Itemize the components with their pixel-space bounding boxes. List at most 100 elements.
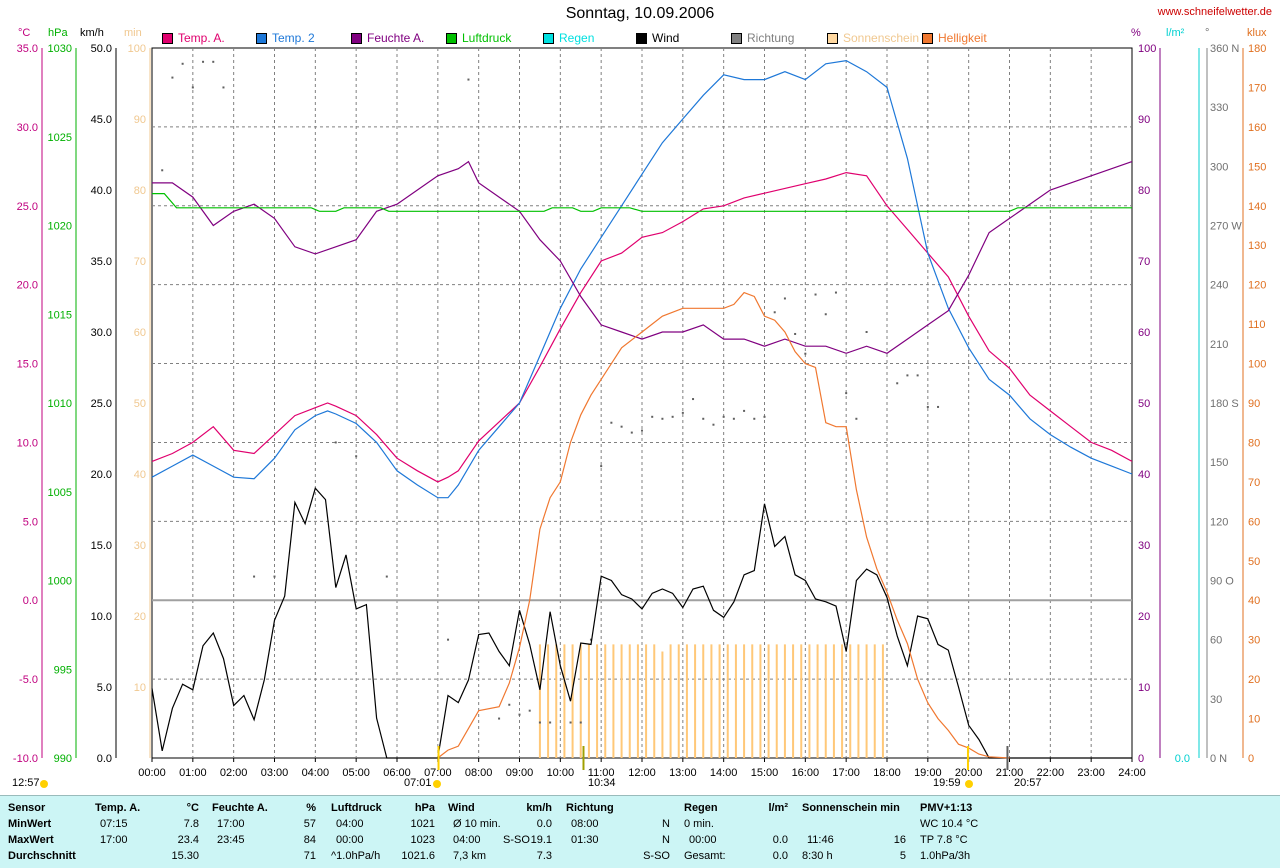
direction-point — [814, 293, 817, 296]
stats-cell: 07:15 — [100, 818, 128, 830]
stats-cell: 5 — [899, 850, 906, 862]
direction-point — [447, 638, 450, 641]
humidity-tick-label: 90 — [1138, 114, 1150, 126]
humidity-tick-label: 10 — [1138, 682, 1150, 694]
stats-cell: 7.8 — [183, 818, 199, 830]
brightness-tick-label: 50 — [1248, 556, 1260, 568]
x-tick-label: 23:00 — [1077, 767, 1105, 779]
sunshine-tick-label: 100 — [128, 43, 146, 55]
wind-tick-label: 50.0 — [91, 43, 112, 55]
direction-tick-label: 90 O — [1210, 576, 1234, 588]
legend-item: Luftdruck — [446, 31, 511, 45]
stats-humidity-unit: % — [306, 802, 316, 814]
rain-tick-label: 0.0 — [1175, 753, 1190, 765]
wind-tick-label: 5.0 — [97, 682, 112, 694]
x-tick-label: 16:00 — [792, 767, 820, 779]
sunshine-tick-label: 50 — [134, 398, 146, 410]
direction-point — [641, 429, 643, 432]
direction-point — [865, 331, 868, 333]
moon-time-label: 12:57 — [12, 777, 40, 789]
x-tick-label: 08:00 — [465, 767, 493, 779]
temp-tick-label: 25.0 — [17, 201, 38, 213]
x-tick-label: 06:00 — [383, 767, 411, 779]
pressure-tick-label: 995 — [54, 664, 72, 676]
stats-cell: 17:00 — [217, 818, 245, 830]
series-line-temp-2 — [151, 59, 1133, 499]
stats-cell: WC 10.4 °C — [920, 818, 979, 830]
moon-icon — [40, 780, 48, 788]
stats-cell: TP 7.8 °C — [920, 834, 968, 846]
stats-cell: 1021 — [410, 818, 435, 830]
stats-cell: 23.4 — [177, 834, 199, 846]
direction-point — [222, 86, 225, 89]
direction-point — [579, 721, 582, 724]
sunshine-tick-label: 90 — [134, 114, 146, 126]
direction-point — [212, 60, 215, 63]
legend-swatch — [256, 32, 267, 44]
wind-tick-label: 25.0 — [91, 398, 112, 410]
stats-cell: 08:00 — [571, 818, 599, 830]
humidity-tick-label: 50 — [1138, 398, 1150, 410]
brightness-tick-label: 40 — [1248, 595, 1260, 607]
brightness-tick-label: 130 — [1248, 240, 1266, 252]
stats-cell: 17:00 — [100, 834, 128, 846]
direction-point — [661, 417, 664, 420]
stats-cell: 7.3 — [536, 850, 552, 862]
sunshine-tick-label: 40 — [134, 469, 146, 481]
stats-cell: ^1.0hPa/h — [331, 850, 381, 862]
direction-point — [722, 415, 725, 418]
site-url-link[interactable]: www.schneifelwetter.de — [1157, 6, 1272, 18]
direction-point — [906, 374, 909, 377]
stats-direction-header: Richtung — [566, 802, 614, 814]
direction-point — [702, 417, 705, 420]
stats-direction-column: Richtung 08:00 N 01:30 N S-SO — [566, 796, 670, 868]
legend-item: Sonnenschein — [827, 31, 919, 45]
legend-item: Temp. 2 — [256, 31, 315, 45]
stats-cell: 23:45 — [217, 834, 245, 846]
stats-row-label: MaxWert — [8, 834, 54, 846]
stats-cell: 0 min. — [684, 818, 714, 830]
humidity-axis-unit: % — [1131, 27, 1141, 39]
brightness-tick-label: 10 — [1248, 714, 1260, 726]
pressure-tick-label: 1015 — [48, 309, 72, 321]
stats-cell: 1021.6 — [401, 850, 435, 862]
direction-axis-unit: ° — [1205, 27, 1210, 39]
stats-cell: 00:00 — [689, 834, 717, 846]
stats-cell: 16 — [893, 834, 906, 846]
stats-rain-column: Regen l/m² 0 min. 00:00 0.0 Gesamt: 0.0 — [684, 796, 788, 868]
series-line-luftdruck — [152, 193, 1132, 212]
x-tick-label: 09:00 — [506, 767, 534, 779]
x-tick-label: 17:00 — [832, 767, 860, 779]
brightness-tick-label: 70 — [1248, 477, 1260, 489]
legend-item: Feuchte A. — [351, 31, 424, 45]
stats-pressure-header: Luftdruck — [331, 802, 382, 814]
sunshine-tick-label: 80 — [134, 185, 146, 197]
stats-temp-unit: °C — [186, 802, 199, 814]
x-tick-label: 10:00 — [547, 767, 575, 779]
stats-cell: 01:30 — [571, 834, 599, 846]
stats-cell: 15.30 — [171, 850, 199, 862]
direction-point — [191, 86, 194, 89]
stats-cell: S-SO — [503, 834, 530, 846]
stats-humidity-header: Feuchte A. — [212, 802, 268, 814]
stats-cell: 00:00 — [336, 834, 364, 846]
direction-point — [896, 382, 899, 385]
solar-noon-time-label: 10:34 — [588, 777, 616, 789]
chart-title: Sonntag, 10.09.2006 — [565, 5, 715, 22]
temp-tick-label: 30.0 — [17, 122, 38, 134]
stats-cell: 84 — [303, 834, 316, 846]
legend-swatch — [446, 32, 457, 44]
brightness-tick-label: 150 — [1248, 161, 1266, 173]
pressure-axis-unit: hPa — [48, 27, 68, 39]
humidity-tick-label: 70 — [1138, 256, 1150, 268]
direction-point — [692, 398, 695, 401]
temp-tick-label: -5.0 — [19, 674, 38, 686]
direction-point — [161, 169, 164, 172]
legend-swatch — [162, 32, 173, 44]
moonset-time-label: 20:57 — [1014, 777, 1042, 789]
x-tick-label: 21:00 — [996, 767, 1024, 779]
series-line-feuchte-a- — [152, 160, 1133, 354]
direction-tick-label: 60 — [1210, 635, 1222, 647]
direction-point — [498, 717, 501, 720]
direction-point — [753, 417, 756, 420]
